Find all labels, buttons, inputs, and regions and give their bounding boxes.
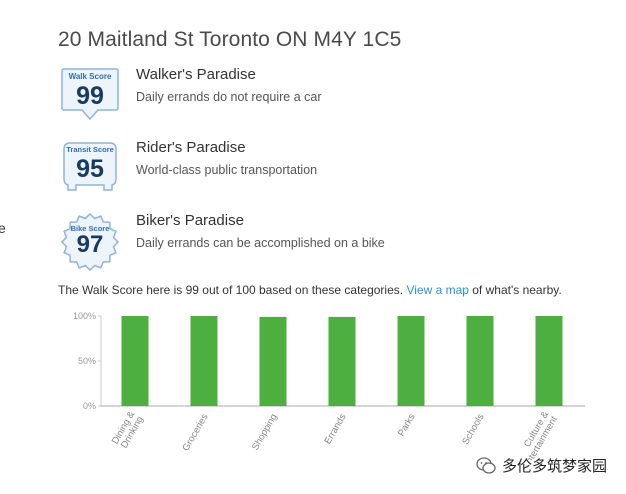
transit-score-row: Transit Score 95 Rider's Paradise World-… — [60, 139, 560, 201]
watermark: 多伦多筑梦家园 — [476, 455, 607, 476]
gear-outline — [60, 212, 120, 272]
bar-shopping — [259, 316, 287, 406]
walk-score-row: Walk Score 99 Walker's Paradise Daily er… — [60, 66, 560, 128]
x-tick-label: Shopping — [250, 412, 280, 452]
view-map-link[interactable]: View a map — [406, 283, 469, 297]
bar-dining-drinking — [121, 316, 149, 406]
transit-score-value: 95 — [76, 155, 104, 183]
bar-errands — [328, 316, 356, 406]
transit-score-title: Rider's Paradise — [136, 139, 246, 156]
summary-text-after: of what's nearby. — [468, 283, 562, 297]
transit-score-description: World-class public transportation — [136, 163, 318, 177]
bike-score-row: Bike Score 97 Biker's Paradise Daily err… — [60, 212, 560, 274]
transit-score-badge-label: Transit Score — [66, 145, 114, 154]
bike-score-description: Daily errands can be accomplished on a b… — [136, 236, 385, 250]
y-tick-label: 50% — [78, 356, 96, 366]
bar-culture-entertainment — [535, 316, 563, 406]
summary-text-before: The Walk Score here is 99 out of 100 bas… — [58, 283, 407, 297]
x-tick-label: Schools — [460, 412, 487, 447]
page-title: 20 Maitland St Toronto ON M4Y 1C5 — [58, 28, 402, 51]
x-tick-label: Culture &Entertainment — [512, 409, 560, 460]
walk-score-badge-label: Walk Score — [69, 72, 112, 81]
bike-score-title: Biker's Paradise — [136, 212, 244, 229]
bike-score-value: 97 — [77, 231, 104, 258]
y-tick-label: 100% — [73, 311, 96, 321]
y-tick-label: 0% — [83, 401, 96, 411]
bar-groceries — [190, 316, 218, 406]
summary-text: The Walk Score here is 99 out of 100 bas… — [58, 283, 562, 297]
bike-score-badge-icon[interactable]: Bike Score 97 — [60, 212, 120, 274]
x-tick-label: Dining &Drinking — [110, 409, 146, 451]
bar-parks — [397, 316, 425, 406]
bike-score-badge-label: Bike Score — [71, 224, 110, 233]
watermark-text: 多伦多筑梦家园 — [502, 458, 608, 475]
wechat-icon — [476, 456, 496, 474]
walk-score-value: 99 — [76, 82, 104, 110]
x-tick-label: Errands — [322, 412, 348, 447]
category-bar-chart: 100% 50% 0% Dining &Drinking Groceries Shoppi… — [73, 311, 585, 460]
walk-score-title: Walker's Paradise — [136, 66, 256, 83]
walk-score-description: Daily errands do not require a car — [136, 90, 322, 104]
bar-schools — [466, 316, 494, 406]
clipped-side-text: e — [0, 220, 6, 236]
walk-score-badge-icon[interactable]: Walk Score 99 — [60, 66, 120, 128]
x-tick-label: Parks — [396, 412, 418, 439]
transit-score-badge-icon[interactable]: Transit Score 95 — [60, 139, 120, 201]
x-tick-label: Groceries — [180, 412, 210, 453]
